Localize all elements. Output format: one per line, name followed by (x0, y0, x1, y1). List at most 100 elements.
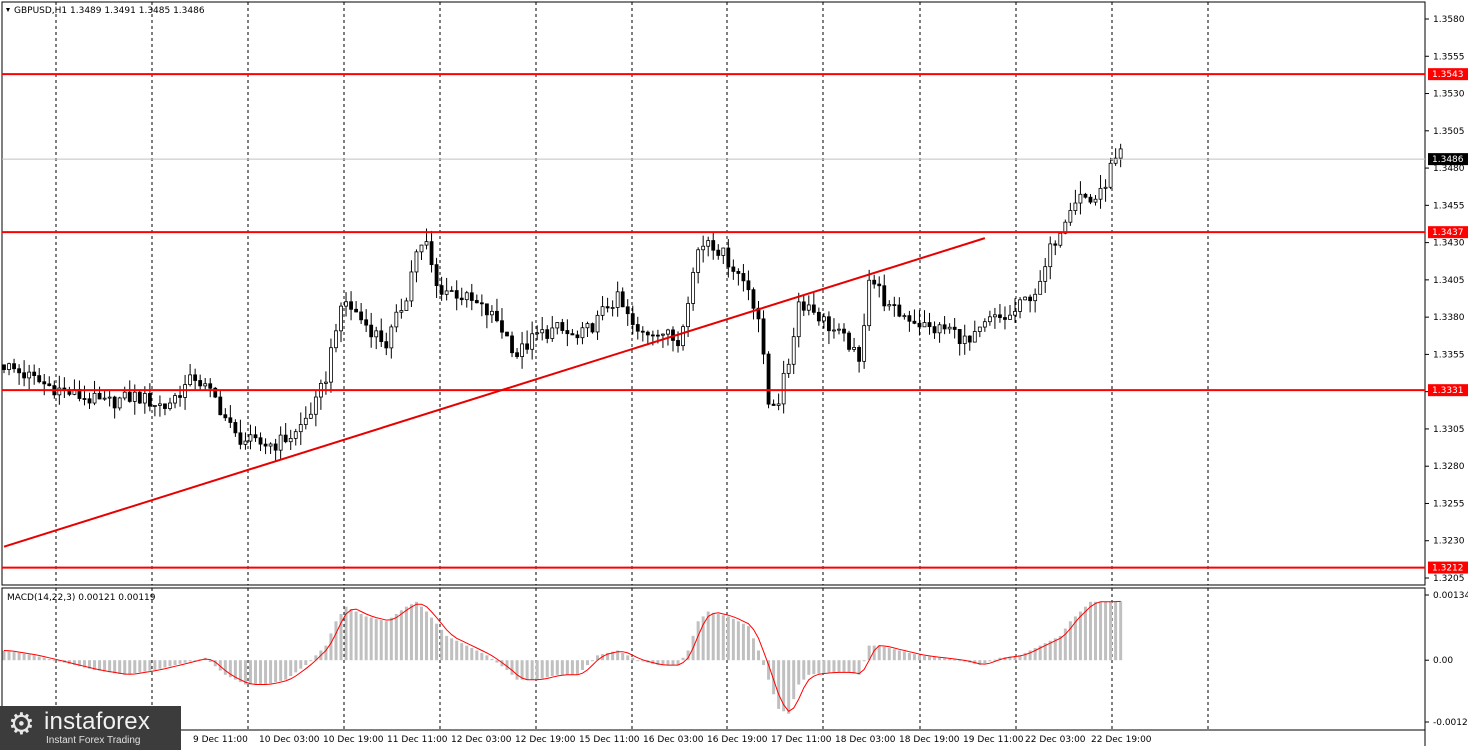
candle (620, 287, 625, 308)
macd-bar (32, 655, 36, 661)
candle (389, 324, 394, 359)
macd-bar (269, 660, 273, 684)
candle (816, 307, 821, 326)
macd-bar (1099, 601, 1103, 661)
candle (857, 345, 861, 373)
candle (97, 386, 102, 400)
dropdown-triangle-icon[interactable] (6, 8, 10, 12)
macd-bar (354, 611, 358, 661)
candle (359, 302, 364, 324)
macd-bar (52, 660, 56, 662)
candle (1018, 297, 1022, 319)
macd-bar (807, 660, 811, 675)
price-tick-label: 1.3405 (1433, 276, 1465, 286)
macd-bar (812, 660, 816, 675)
time-tick-label: 11 Dec 11:00 (387, 735, 448, 745)
candle (479, 294, 484, 317)
macd-bar (656, 660, 660, 666)
candle (887, 300, 892, 311)
macd-histogram (2, 601, 1123, 714)
macd-bar (565, 660, 569, 675)
candle (525, 330, 530, 354)
macd-bar (852, 660, 856, 674)
candle (550, 315, 555, 342)
macd-bar (133, 660, 137, 674)
macd-bar (1033, 648, 1037, 661)
macd-bar (490, 658, 494, 661)
macd-bar (711, 612, 715, 661)
level-tag (1428, 561, 1468, 574)
candle (173, 392, 177, 409)
candle (967, 335, 972, 351)
time-tick-label: 10 Dec 03:00 (259, 735, 320, 745)
macd-bar (440, 629, 444, 661)
time-tick-label: 22 Dec 03:00 (1025, 735, 1086, 745)
macd-bar (82, 660, 86, 668)
candle (1078, 181, 1083, 215)
candle (339, 302, 343, 343)
candle (288, 429, 293, 450)
macd-bar (510, 660, 514, 675)
macd-bar (289, 660, 293, 677)
candles (2, 143, 1123, 462)
candle (37, 367, 42, 384)
macd-bar (339, 613, 343, 661)
candle (1008, 305, 1012, 320)
candle (585, 321, 590, 337)
candle (726, 239, 731, 278)
candle (847, 330, 851, 352)
candle (716, 244, 721, 260)
candle (238, 419, 243, 450)
candle (781, 360, 786, 414)
candle (535, 325, 540, 341)
candle (731, 259, 736, 280)
candle (324, 371, 328, 395)
macd-bar (158, 660, 162, 669)
macd-bar (1104, 601, 1108, 661)
macd-bar (193, 660, 197, 662)
macd-bar (430, 617, 434, 661)
candle (132, 384, 137, 415)
trendline[interactable] (3, 237, 986, 548)
candle (897, 297, 902, 318)
candle (278, 426, 283, 460)
candle (298, 412, 303, 446)
macd-bar (741, 623, 745, 661)
macd-bar (570, 660, 574, 675)
macd-bar (128, 660, 132, 674)
macd-pane-frame (1, 587, 1426, 731)
macd-bar (384, 621, 388, 661)
candle (158, 395, 162, 417)
candle (1103, 179, 1108, 202)
candle (907, 310, 912, 332)
macd-bar (243, 660, 247, 685)
time-tick-label: 16 Dec 19:00 (707, 735, 768, 745)
candle (1068, 202, 1073, 226)
macd-bar (1023, 652, 1027, 661)
candle (379, 318, 384, 347)
instaforex-logo: ⚙ instaforex Instant Forex Trading (0, 706, 181, 750)
candle (1113, 148, 1118, 166)
candle (661, 333, 665, 348)
macd-bar (726, 616, 730, 661)
macd-bar (223, 660, 227, 675)
macd-bar (978, 660, 982, 666)
candle (490, 305, 494, 323)
macd-bar (550, 660, 554, 677)
candle (555, 321, 560, 335)
macd-bar (661, 660, 665, 666)
candle (42, 374, 47, 396)
macd-bar (1028, 650, 1032, 661)
macd-bar (545, 660, 549, 678)
candle (595, 310, 600, 340)
candle (203, 377, 208, 391)
macd-bar (696, 621, 700, 661)
macd-bar (1008, 656, 1012, 661)
candle (92, 380, 97, 406)
macd-bar (520, 660, 524, 680)
candle (62, 377, 67, 398)
candle (1013, 298, 1017, 323)
candle (776, 393, 781, 411)
current-price-tag (1428, 153, 1468, 166)
